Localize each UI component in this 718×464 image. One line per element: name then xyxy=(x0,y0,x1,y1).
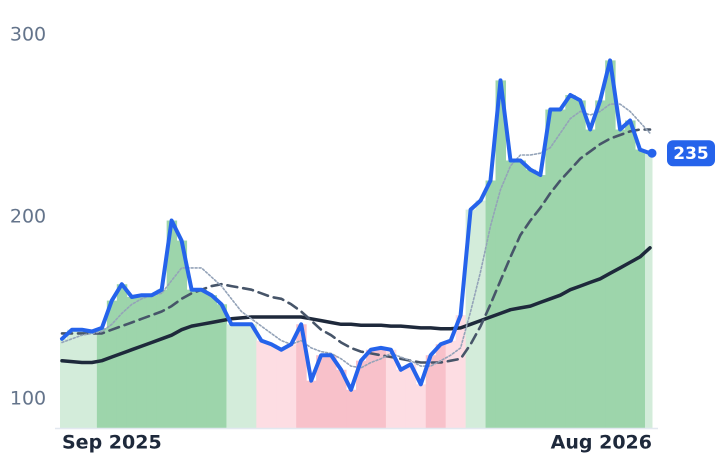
price-bar xyxy=(306,380,317,428)
background-bars xyxy=(60,60,653,429)
price-bar xyxy=(236,324,247,428)
price-bar xyxy=(356,360,367,428)
price-bar xyxy=(106,300,118,428)
price-bar xyxy=(405,364,417,428)
price-bar xyxy=(196,289,208,428)
price-bar xyxy=(425,355,437,428)
moving-average-line xyxy=(60,246,652,365)
price-bar xyxy=(256,340,267,428)
price-bar xyxy=(505,160,516,428)
price-bar xyxy=(226,324,237,428)
price-bar xyxy=(635,149,646,428)
value-label: 235 xyxy=(673,144,709,164)
last-point xyxy=(647,148,657,158)
price-bar xyxy=(395,369,407,428)
price-bar xyxy=(435,344,447,428)
price-bar xyxy=(346,389,357,428)
x-tick-label: Sep 2025 xyxy=(62,432,162,454)
price-bar xyxy=(525,169,536,429)
value-badge xyxy=(667,140,715,167)
price-bar xyxy=(296,324,307,428)
price-bar xyxy=(375,347,387,428)
moving-average-line xyxy=(60,128,652,364)
price-bar xyxy=(575,100,586,428)
price-bar xyxy=(565,94,576,429)
axes: 100 200 300 Sep 2025 Aug 2026 xyxy=(10,23,658,454)
price-bar xyxy=(266,344,277,428)
price-bar xyxy=(365,349,377,428)
price-bar xyxy=(445,340,457,428)
price-bar xyxy=(86,331,98,428)
price-bar xyxy=(625,120,636,429)
price-bar xyxy=(545,109,556,429)
price-bar xyxy=(485,180,497,428)
price-bar xyxy=(615,129,626,428)
y-tick-label: 300 xyxy=(10,23,46,45)
moving-average-line xyxy=(61,103,651,369)
price-bar xyxy=(326,355,337,428)
price-bar xyxy=(276,349,287,428)
price-bar xyxy=(116,284,128,428)
price-bar xyxy=(605,60,616,429)
price-bar xyxy=(166,220,178,428)
price-bar xyxy=(96,327,108,428)
y-tick-label: 200 xyxy=(10,205,46,227)
price-bar xyxy=(176,240,188,428)
price-bar xyxy=(475,200,487,428)
price-bar xyxy=(316,355,327,428)
price-bar xyxy=(66,329,78,428)
price-bar xyxy=(455,315,467,428)
price-bar xyxy=(515,160,526,428)
price-bar xyxy=(415,384,427,428)
price-bar xyxy=(286,344,297,428)
price-bar xyxy=(60,338,68,428)
price-bar xyxy=(136,295,148,428)
price-bar xyxy=(465,209,477,428)
price-bar xyxy=(126,296,138,428)
price-bar xyxy=(76,329,88,428)
price-bar xyxy=(555,109,566,429)
price-bar xyxy=(645,153,653,428)
y-tick-label: 100 xyxy=(10,387,46,409)
price-line xyxy=(60,58,652,392)
price-bar xyxy=(585,129,596,428)
x-tick-label: Aug 2026 xyxy=(551,432,652,454)
price-bar xyxy=(385,349,397,428)
price-bar xyxy=(206,295,217,428)
price-bar xyxy=(216,304,227,428)
price-bar xyxy=(246,324,257,428)
price-bar xyxy=(336,369,347,428)
price-bar xyxy=(186,289,198,428)
price-bar xyxy=(156,289,168,428)
price-bar xyxy=(495,80,506,428)
lines: 235 xyxy=(60,58,715,392)
price-bar xyxy=(146,295,158,428)
price-bar xyxy=(595,100,606,428)
